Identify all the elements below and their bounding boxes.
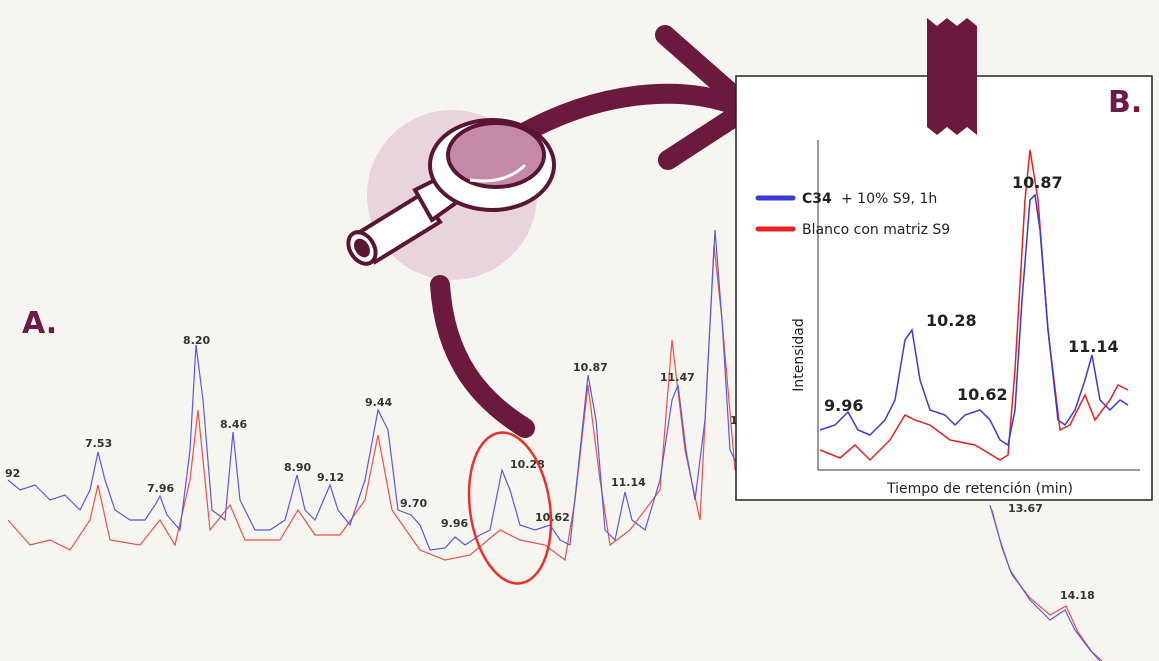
peak-label: 13.67	[1008, 502, 1043, 515]
peak-label: 11.14	[611, 476, 646, 489]
peak-label: 8.46	[220, 418, 247, 431]
legend-label: + 10% S9, 1h	[841, 191, 937, 207]
peak-label: 7.53	[85, 437, 112, 450]
peak-label: 9.70	[400, 497, 427, 510]
peak-label: 10.87	[573, 361, 608, 374]
panel-label: A.	[22, 306, 57, 341]
peak-label: 8.90	[284, 461, 311, 474]
tape	[927, 18, 977, 135]
peak-label: 11.14	[1068, 337, 1119, 356]
peak-label: 7.96	[147, 482, 174, 495]
peak-label: 9.44	[365, 396, 392, 409]
y-axis-title: Intensidad	[791, 318, 807, 392]
legend-label: Blanco con matriz S9	[802, 222, 950, 238]
peak-label: 14.18	[1060, 589, 1095, 602]
figure: A. 92 7.53 7.96 8.20 8.46 8.90 9.12 9.44…	[0, 0, 1159, 661]
peak-label: 8.20	[183, 334, 210, 347]
panel-label: B.	[1108, 85, 1142, 120]
peak-label: 10.62	[957, 385, 1008, 404]
peak-label: 10.62	[535, 511, 570, 524]
peak-label: 10.87	[1012, 173, 1063, 192]
x-axis-title: Tiempo de retención (min)	[886, 481, 1073, 497]
peak-label: 11.47	[660, 371, 695, 384]
peak-label: 9.12	[317, 471, 344, 484]
peak-label: 10.28	[926, 311, 977, 330]
peak-label: 9.96	[441, 517, 468, 530]
legend-compound: C34	[802, 191, 832, 207]
peak-label: 9.96	[824, 396, 863, 415]
peak-label: 92	[5, 467, 20, 480]
